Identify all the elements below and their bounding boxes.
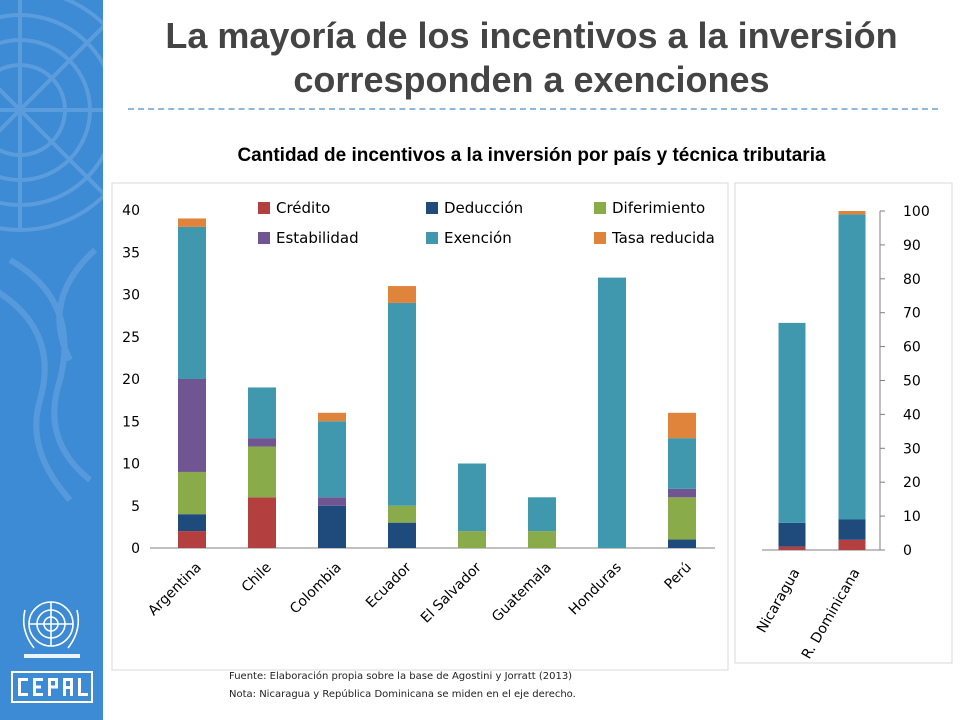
- chart-title: Cantidad de incentivos a la inversión po…: [237, 145, 826, 166]
- bar-guatemala-diferimiento: [528, 531, 556, 548]
- legend-label-exencion: Exención: [444, 229, 512, 247]
- legend-label-credito: Crédito: [276, 199, 330, 217]
- bar-peru-deduccion: [668, 539, 696, 548]
- right-y-tick-label: 70: [903, 306, 921, 322]
- bar-ecuador-diferimiento: [388, 505, 416, 523]
- right-y-tick-label: 50: [903, 374, 921, 390]
- legend-swatch-diferimiento: [594, 202, 606, 214]
- bar-chile-estabilidad: [248, 438, 276, 447]
- left-y-tick-label: 5: [131, 499, 140, 515]
- bar-r-dominicana-exencion: [838, 214, 866, 520]
- left-y-tick-label: 35: [122, 245, 140, 261]
- bar-peru-diferimiento: [668, 497, 696, 540]
- legend-swatch-estabilidad: [258, 232, 270, 244]
- page-title: La mayoría de los incentivos a la invers…: [103, 14, 960, 102]
- bar-r-dominicana-deduccion: [838, 519, 866, 540]
- legend-label-deduccion: Deducción: [444, 199, 523, 217]
- bar-nicaragua-exencion: [778, 322, 806, 523]
- bar-argentina-credito: [178, 531, 206, 548]
- right-y-tick-label: 100: [903, 204, 930, 220]
- bar-ecuador-exencion: [388, 302, 416, 506]
- right-y-tick-label: 40: [903, 407, 921, 423]
- right-y-tick-label: 30: [903, 441, 921, 457]
- bar-ecuador-tasa-reducida: [388, 286, 416, 303]
- bar-el-salvador-diferimiento: [458, 531, 486, 548]
- page-title-line-2: corresponden a exenciones: [293, 59, 770, 100]
- bar-el-salvador-exencion: [458, 463, 486, 532]
- bar-chile-diferimiento: [248, 446, 276, 498]
- bar-r-dominicana-credito: [838, 539, 866, 550]
- bar-colombia-deduccion: [318, 505, 346, 548]
- page-title-line-1: La mayoría de los incentivos a la invers…: [165, 15, 898, 56]
- bar-peru-estabilidad: [668, 488, 696, 498]
- bar-ecuador-deduccion: [388, 522, 416, 548]
- bar-argentina-diferimiento: [178, 471, 206, 515]
- left-y-tick-label: 0: [131, 541, 140, 557]
- bar-chile-exencion: [248, 387, 276, 439]
- source-note: Fuente: Elaboración propia sobre la base…: [229, 671, 573, 682]
- naciones-unidas-wordmark-icon: [24, 654, 80, 658]
- cepal-logo-icon: [11, 671, 93, 703]
- bar-r-dominicana-tasa-reducida: [838, 211, 866, 215]
- bar-colombia-estabilidad: [318, 497, 346, 506]
- bar-guatemala-exencion: [528, 497, 556, 532]
- legend-swatch-credito: [258, 202, 270, 214]
- left-y-tick-label: 10: [122, 457, 140, 473]
- legend-label-diferimiento: Diferimiento: [612, 199, 705, 217]
- bar-honduras-exencion: [598, 277, 626, 548]
- left-y-tick-label: 20: [122, 372, 140, 388]
- legend-label-tasa-reducida: Tasa reducida: [611, 229, 715, 247]
- sidebar-panel: [0, 0, 103, 720]
- bar-argentina-tasa-reducida: [178, 218, 206, 227]
- right-y-tick-label: 0: [903, 543, 912, 559]
- bar-argentina-exencion: [178, 226, 206, 379]
- left-y-tick-label: 25: [122, 330, 140, 346]
- title-divider: [128, 108, 938, 110]
- bar-chile-credito: [248, 497, 276, 548]
- bar-colombia-tasa-reducida: [318, 412, 346, 422]
- bar-colombia-exencion: [318, 421, 346, 498]
- right-y-tick-label: 60: [903, 340, 921, 356]
- left-y-tick-label: 30: [122, 288, 140, 304]
- right-y-tick-label: 10: [903, 509, 921, 525]
- bar-argentina-estabilidad: [178, 379, 206, 472]
- right-y-tick-label: 90: [903, 238, 921, 254]
- un-logo-icon: [11, 601, 93, 703]
- right-y-tick-label: 80: [903, 272, 921, 288]
- legend-label-estabilidad: Estabilidad: [276, 229, 359, 247]
- left-y-tick-label: 40: [122, 203, 140, 219]
- legend-swatch-tasa-reducida: [594, 232, 606, 244]
- left-y-tick-label: 15: [122, 414, 140, 430]
- bar-nicaragua-credito: [778, 546, 806, 550]
- right-y-tick-label: 20: [903, 475, 921, 491]
- un-emblem-watermark-icon: [0, 0, 103, 503]
- bar-nicaragua-deduccion: [778, 522, 806, 547]
- bar-peru-tasa-reducida: [668, 412, 696, 439]
- legend-swatch-deduccion: [426, 202, 438, 214]
- bar-argentina-deduccion: [178, 514, 206, 532]
- axis-note: Nota: Nicaragua y República Dominicana s…: [229, 689, 576, 700]
- legend-swatch-exencion: [426, 232, 438, 244]
- bar-peru-exencion: [668, 438, 696, 489]
